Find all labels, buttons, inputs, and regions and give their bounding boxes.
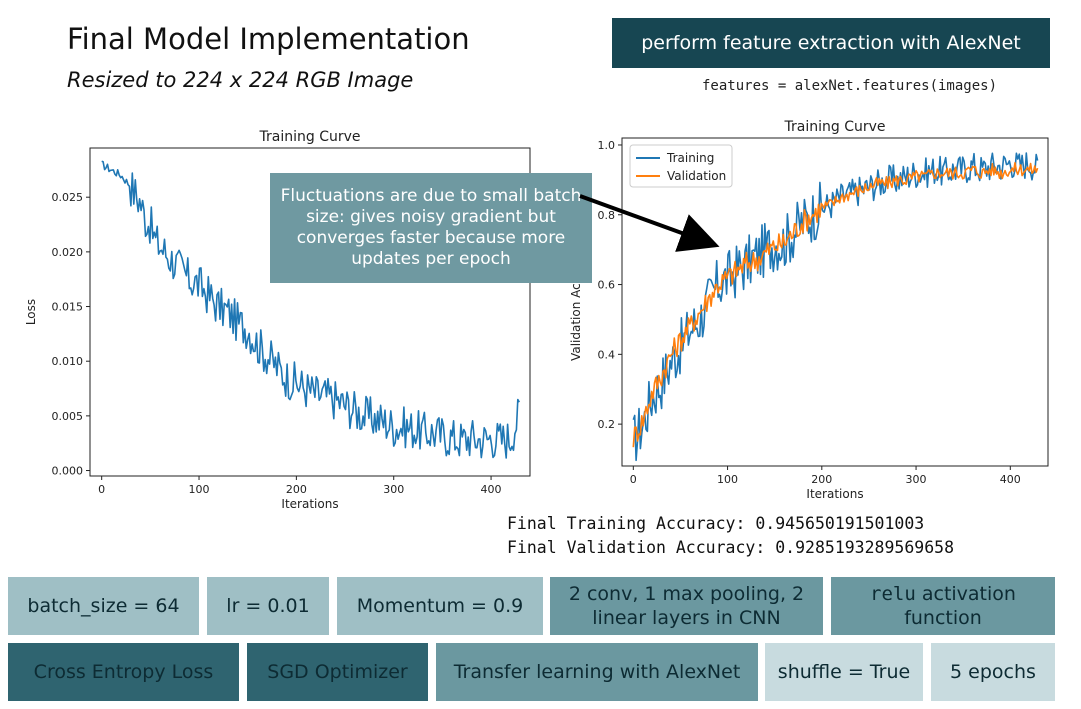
fluctuation-callout: Fluctuations are due to small batch size…: [270, 173, 592, 283]
loss-chart-xlabel: Iterations: [281, 497, 338, 511]
accuracy-chart-xtick-label: 300: [906, 473, 927, 486]
loss-chart-xtick-label: 0: [98, 483, 105, 496]
accuracy-chart-ytick-label: 0.8: [598, 209, 616, 222]
accuracy-chart-plot-area: [621, 137, 1049, 467]
chip-activation: relu activation function: [831, 577, 1055, 635]
accuracy-chart-xtick-label: 0: [630, 473, 637, 486]
accuracy-chart-xtick-label: 200: [811, 473, 832, 486]
accuracy-chart-legend-label: Training: [666, 151, 714, 165]
accuracy-chart-ytick-label: 0.6: [598, 279, 616, 292]
loss-chart-series-loss-line: [101, 160, 520, 459]
chip-batch-size-label: batch_size = 64: [27, 595, 180, 617]
loss-chart-xtick-label: 200: [286, 483, 307, 496]
accuracy-chart-legend-label: Validation: [667, 169, 726, 183]
chip-optimizer: SGD Optimizer: [247, 643, 428, 701]
loss-chart-xtick-label: 400: [481, 483, 502, 496]
chip-epochs: 5 epochs: [931, 643, 1055, 701]
chip-loss-function-label: Cross Entropy Loss: [33, 661, 214, 683]
chip-momentum-label: Momentum = 0.9: [356, 595, 524, 617]
accuracy-chart-ytick-label: 1.0: [598, 139, 616, 152]
chip-learning-rate-label: lr = 0.01: [226, 595, 310, 617]
chip-batch-size: batch_size = 64: [8, 577, 199, 635]
accuracy-chart-ytick-label: 0.4: [598, 348, 616, 361]
chip-activation-code: relu: [870, 583, 916, 605]
accuracy-chart-series-training-line: [632, 152, 1039, 462]
chip-learning-rate: lr = 0.01: [207, 577, 329, 635]
loss-chart-ytick-label: 0.005: [52, 410, 84, 423]
accuracy-chart-xtick-label: 100: [717, 473, 738, 486]
loss-chart-xtick-label: 300: [383, 483, 404, 496]
final-validation-accuracy: Final Validation Accuracy: 0.92851932895…: [507, 538, 955, 557]
chip-momentum: Momentum = 0.9: [337, 577, 543, 635]
accuracy-chart-xlabel: Iterations: [806, 487, 863, 501]
loss-chart-ytick-label: 0.010: [52, 355, 84, 368]
loss-chart-title: Training Curve: [259, 129, 361, 145]
chip-loss-function: Cross Entropy Loss: [8, 643, 239, 701]
feature-code-snippet: features = alexNet.features(images): [702, 78, 998, 94]
loss-chart-ytick-label: 0.020: [52, 246, 84, 259]
chip-cnn-architecture-label: 2 conv, 1 max pooling, 2 linear layers i…: [568, 583, 805, 629]
callout-arrow-line: [579, 194, 720, 252]
chip-transfer-learning: Transfer learning with AlexNet: [436, 643, 758, 701]
chip-cnn-architecture: 2 conv, 1 max pooling, 2 linear layers i…: [550, 577, 823, 635]
loss-chart-ytick-label: 0.025: [52, 191, 84, 204]
accuracy-chart-ytick-label: 0.2: [598, 418, 616, 431]
page-subtitle: Resized to 224 x 224 RGB Image: [67, 68, 414, 92]
accuracy-chart-title: Training Curve: [784, 119, 886, 135]
accuracy-chart-xtick-label: 400: [1000, 473, 1021, 486]
accuracy-chart-group: Training Curve 0 100 200 300 400 0.2 0.4 0.6 0.8 1…: [569, 119, 1049, 501]
chip-activation-label: activation function: [904, 583, 1016, 629]
final-training-accuracy: Final Training Accuracy: 0.9456501915010…: [507, 514, 925, 533]
chip-transfer-learning-label: Transfer learning with AlexNet: [453, 661, 741, 683]
chip-epochs-label: 5 epochs: [950, 661, 1036, 683]
chip-activation-text: relu activation function: [845, 582, 1041, 630]
loss-chart-ylabel: Loss: [24, 299, 38, 325]
accuracy-chart-legend: Training Validation: [629, 144, 733, 188]
loss-chart-ytick-label: 0.000: [52, 465, 84, 478]
accuracy-chart-series-validation-line: [632, 162, 1039, 448]
chip-optimizer-label: SGD Optimizer: [267, 661, 408, 683]
chip-shuffle-label: shuffle = True: [777, 661, 911, 683]
loss-chart-xtick-label: 100: [189, 483, 210, 496]
chip-shuffle: shuffle = True: [765, 643, 923, 701]
feature-extraction-banner: perform feature extraction with AlexNet: [612, 18, 1050, 68]
page-title: Final Model Implementation: [67, 22, 470, 56]
loss-chart-ytick-label: 0.015: [52, 301, 84, 314]
